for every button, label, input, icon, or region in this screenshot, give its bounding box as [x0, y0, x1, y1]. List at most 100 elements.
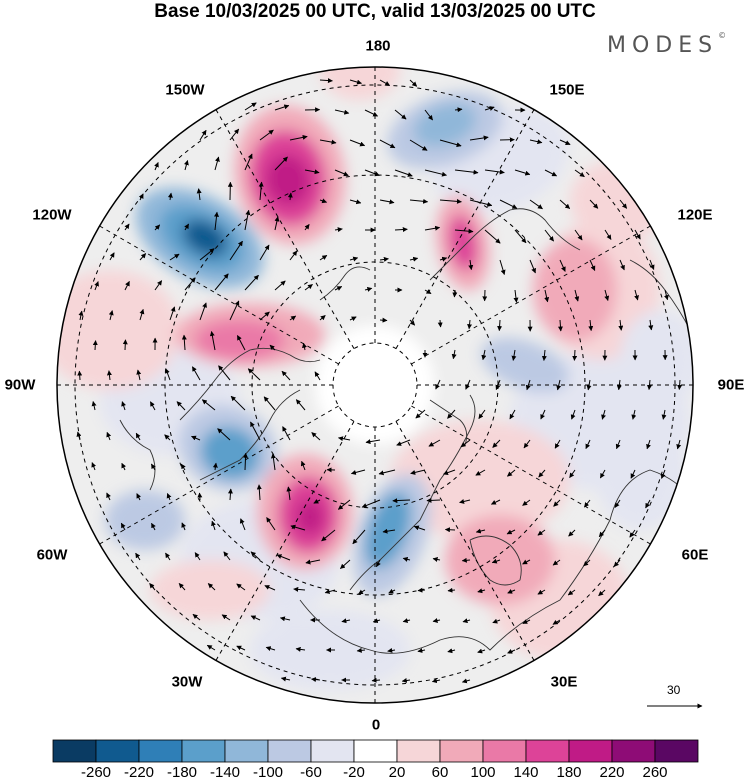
wind-vector — [586, 379, 592, 391]
anomaly-blob — [364, 491, 412, 569]
lon-label-0: 0 — [371, 716, 381, 734]
wind-vector — [507, 649, 516, 654]
wind-vector — [281, 370, 291, 381]
wind-vector — [109, 252, 115, 261]
wind-vector — [167, 192, 173, 201]
wind-vector — [598, 529, 606, 538]
wind-vector — [454, 169, 479, 175]
wind-vector — [305, 559, 321, 565]
wind-vector — [589, 259, 596, 271]
wind-vector — [492, 618, 501, 624]
brand-mark: © — [718, 30, 727, 40]
wind-vector — [506, 529, 516, 535]
wind-vector — [631, 409, 637, 420]
wind-vector — [206, 644, 216, 651]
wind-vector — [468, 259, 474, 271]
wind-vector — [402, 556, 411, 562]
wind-vector — [138, 193, 144, 201]
wind-vector — [461, 557, 471, 563]
wind-vector — [439, 198, 462, 204]
wind-vector — [529, 259, 536, 274]
wind-vector — [409, 139, 428, 151]
wind-vector — [259, 244, 270, 261]
wind-vector — [574, 169, 585, 178]
wind-vector — [417, 648, 426, 653]
colorbar-box — [52, 739, 97, 763]
wind-vector — [230, 395, 246, 411]
colorbar-tick-label: 20 — [388, 764, 406, 781]
wind-vector — [676, 439, 682, 450]
wind-vector — [537, 589, 546, 595]
meridian-line — [411, 219, 662, 365]
colorbar-tick-label: -260 — [80, 764, 112, 781]
wind-vector — [424, 289, 432, 295]
colorbar-box — [267, 739, 312, 763]
wind-vector — [410, 469, 426, 475]
wind-vector — [604, 289, 610, 301]
lon-label-120e: 120E — [677, 206, 713, 224]
wind-vector — [250, 615, 261, 621]
wind-vector — [259, 129, 274, 141]
lon-label-30e: 30E — [550, 673, 578, 691]
wind-vector — [274, 104, 290, 111]
wind-vector — [338, 436, 351, 442]
wind-vector — [481, 349, 487, 361]
wind-vector — [227, 488, 233, 501]
wind-vector — [379, 199, 395, 205]
wind-vector — [451, 349, 457, 360]
anomaly-blob — [105, 490, 185, 550]
wind-vector — [589, 199, 599, 209]
wind-vector — [250, 551, 261, 561]
wind-vector — [334, 109, 350, 115]
wind-vector — [462, 618, 471, 624]
wind-vector — [236, 583, 246, 591]
wind-vector — [426, 497, 441, 503]
wind-vector — [169, 306, 176, 321]
wind-vector — [149, 583, 156, 591]
wind-vector — [568, 529, 576, 537]
wind-vector — [435, 379, 441, 390]
wind-vector — [258, 181, 264, 201]
wind-vector — [319, 139, 337, 145]
wind-vector — [511, 349, 517, 361]
lon-label-30w: 30W — [171, 673, 203, 691]
wind-vector — [295, 399, 306, 411]
wind-vector — [334, 169, 349, 177]
wind-vector — [439, 256, 448, 262]
wind-vector — [295, 646, 306, 652]
wind-vector — [236, 335, 246, 351]
wind-vector — [197, 492, 203, 501]
wind-vector — [583, 559, 591, 567]
wind-vector — [350, 469, 366, 475]
wind-vector — [178, 583, 186, 591]
wind-vector — [199, 248, 215, 261]
wind-vector — [660, 469, 666, 479]
wind-vector — [447, 648, 456, 654]
wind-vector — [677, 379, 683, 390]
wind-vector — [365, 439, 381, 445]
colorbar-tick-label: -20 — [343, 764, 365, 781]
wind-vector — [201, 399, 216, 411]
wind-vector — [199, 129, 207, 141]
wind-vector — [229, 128, 240, 141]
brand-text: MODES — [607, 33, 719, 58]
wind-vector — [475, 528, 486, 534]
wind-vector — [214, 211, 219, 231]
wind-vector — [212, 462, 218, 471]
anomaly-blob — [57, 270, 180, 390]
wind-vector — [529, 139, 543, 145]
wind-vector — [264, 585, 276, 591]
wind-vector — [469, 135, 489, 141]
wind-vector — [263, 396, 276, 411]
wind-vector — [165, 368, 171, 381]
wind-vector — [184, 223, 190, 231]
anomaly-blob — [481, 337, 569, 393]
wind-vector — [124, 280, 130, 291]
wind-vector — [77, 370, 83, 381]
colorbar-tick-label: -60 — [300, 764, 322, 781]
wind-vector — [349, 79, 362, 85]
lon-label-180: 180 — [365, 37, 391, 55]
wind-vector — [557, 319, 563, 332]
colorbar-tick-label: 100 — [470, 764, 496, 781]
lon-label-90e: 90E — [717, 376, 745, 394]
